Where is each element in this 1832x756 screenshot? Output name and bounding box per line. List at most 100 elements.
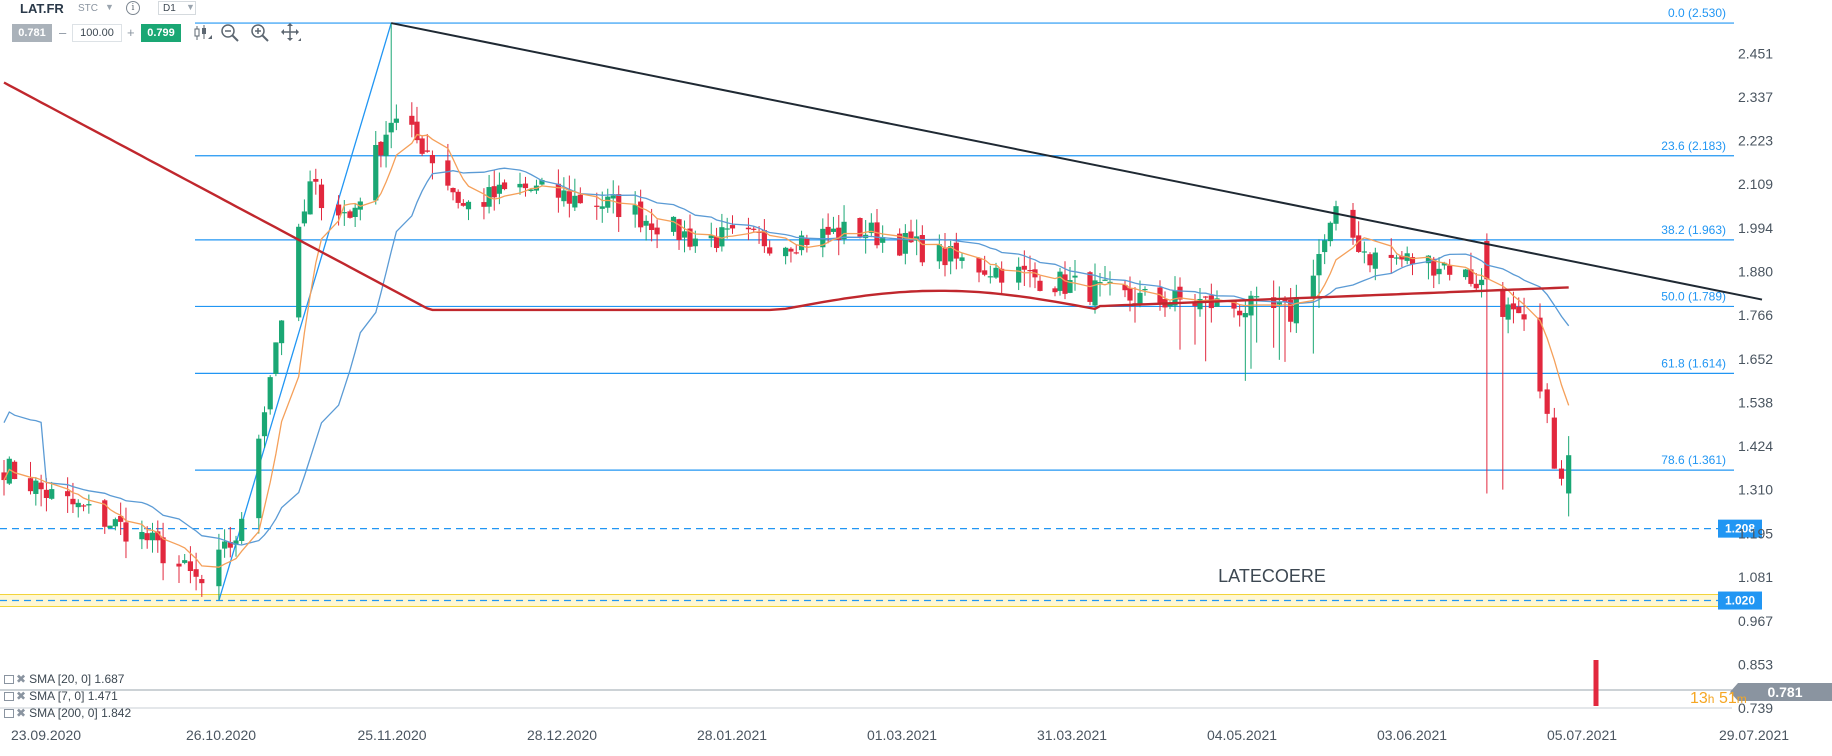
candle-body: [1288, 299, 1294, 322]
candle-body: [1468, 269, 1474, 284]
candle-body: [429, 155, 436, 164]
y-tick-label: 1.424: [1738, 438, 1773, 454]
candle-body: [6, 458, 12, 484]
candle-body: [256, 438, 262, 519]
buy-price-button[interactable]: 0.799: [141, 24, 181, 42]
candle-body: [65, 491, 71, 497]
candle-body: [341, 212, 347, 214]
candle-body: [517, 183, 523, 188]
candle-body: [793, 252, 799, 254]
countdown-hours-unit: h: [1707, 692, 1715, 706]
timeframe-select[interactable]: D1: [158, 1, 196, 15]
legend-item-sma200[interactable]: ✖ SMA [200, 0] 1.842: [4, 705, 131, 722]
zoom-in-icon[interactable]: [249, 22, 271, 44]
y-tick-label: 2.223: [1738, 132, 1773, 148]
symbol-label[interactable]: LAT.FR: [20, 1, 64, 16]
candle-body: [1361, 251, 1367, 253]
y-tick-label: 1.081: [1738, 569, 1773, 585]
quantity-input[interactable]: 100.00: [72, 24, 122, 42]
candle-body: [1122, 284, 1128, 291]
candle-body: [577, 194, 583, 204]
indicator-settings-icon[interactable]: [4, 675, 14, 684]
candle-body: [783, 247, 789, 257]
candle-body: [761, 230, 767, 247]
candle-body: [1107, 281, 1113, 284]
y-tick-label: 0.739: [1738, 700, 1773, 716]
candle-body: [318, 184, 325, 209]
candle-body: [239, 518, 245, 541]
candle-body: [1062, 274, 1068, 294]
chevron-down-icon[interactable]: ▼: [186, 2, 195, 12]
close-icon[interactable]: ✖: [16, 672, 27, 686]
candle-body: [1544, 389, 1550, 414]
candle-body: [681, 231, 688, 238]
legend-item-sma7[interactable]: ✖ SMA [7, 0] 1.471: [4, 688, 131, 705]
candle-body: [1551, 417, 1557, 469]
candle-body: [632, 205, 638, 215]
candle-body: [908, 231, 914, 243]
candle-body: [193, 569, 199, 577]
x-tick-label: 03.06.2021: [1377, 727, 1447, 743]
candle-body: [1067, 280, 1073, 293]
candle-body: [1142, 288, 1148, 291]
candle-body: [638, 201, 644, 228]
sell-price-button[interactable]: 0.781: [12, 24, 52, 42]
candle-body: [1558, 468, 1565, 479]
info-icon[interactable]: i: [126, 1, 140, 15]
candle-body: [1393, 257, 1400, 259]
candle-body: [424, 150, 430, 152]
candle-body: [393, 118, 399, 123]
candle-body: [1254, 296, 1260, 298]
candle-body: [654, 227, 660, 235]
candle-body: [993, 267, 999, 278]
indicator-settings-icon[interactable]: [4, 709, 14, 718]
candle-body: [33, 480, 39, 494]
decrease-quantity-button[interactable]: –: [59, 25, 67, 40]
close-icon[interactable]: ✖: [16, 706, 27, 720]
candle-body: [767, 247, 773, 254]
candle-body: [373, 144, 379, 201]
candle-body: [460, 203, 466, 206]
chart-annotation: LATECOERE: [1218, 566, 1326, 586]
y-tick-label: 1.310: [1738, 482, 1773, 498]
candle-body: [496, 184, 502, 194]
candle-type-icon[interactable]: [191, 22, 213, 44]
candle-body: [1092, 280, 1098, 306]
candle-body: [414, 121, 420, 141]
sma200-line: [3, 81, 1569, 312]
candle-body: [1473, 283, 1479, 289]
candle-body: [1192, 303, 1198, 306]
x-tick-label: 05.07.2021: [1547, 727, 1617, 743]
candle-body: [836, 227, 842, 240]
candle-body: [1510, 303, 1517, 310]
fibonacci-label: 50.0 (1.789): [1661, 289, 1726, 303]
fibonacci-swing-line: [218, 22, 392, 601]
candle-body: [982, 270, 988, 275]
close-icon[interactable]: ✖: [16, 689, 27, 703]
candle-body: [788, 248, 794, 252]
indicator-settings-icon[interactable]: [4, 692, 14, 701]
increase-quantity-button[interactable]: +: [127, 25, 135, 40]
candle-body: [1293, 297, 1299, 324]
candle-body: [1021, 265, 1027, 270]
candle-body: [605, 196, 611, 208]
sma20-line: [3, 167, 1570, 546]
y-tick-label: 1.994: [1738, 220, 1773, 236]
candle-body: [160, 537, 166, 564]
chevron-down-icon[interactable]: ▼: [105, 2, 114, 12]
crosshair-move-icon[interactable]: [280, 22, 302, 44]
y-tick-label: 1.880: [1738, 264, 1773, 280]
y-tick-label: 1.538: [1738, 394, 1773, 410]
candle-body: [687, 228, 693, 247]
candle-body: [1516, 306, 1522, 314]
fibonacci-label: 38.2 (1.963): [1661, 223, 1726, 237]
candle-body: [1, 472, 7, 481]
candle-body: [1177, 286, 1183, 300]
candle-body: [481, 202, 487, 207]
x-tick-label: 25.11.2020: [357, 727, 426, 743]
legend-item-sma20[interactable]: ✖ SMA [20, 0] 1.687: [4, 671, 131, 688]
zoom-out-icon[interactable]: [219, 22, 241, 44]
candle-body: [528, 189, 534, 192]
countdown-minutes: 51: [1718, 690, 1737, 707]
